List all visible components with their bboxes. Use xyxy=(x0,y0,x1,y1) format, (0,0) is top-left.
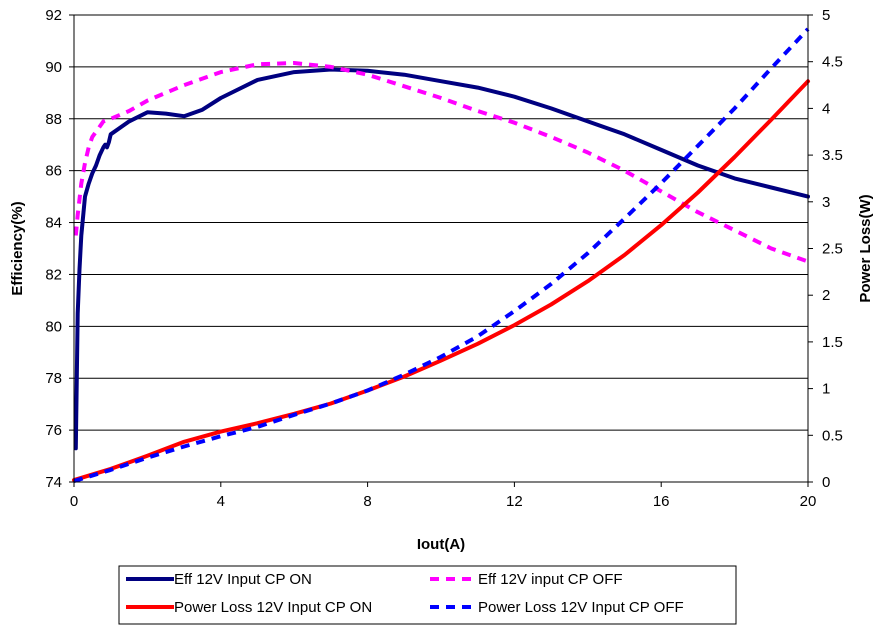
y-left-tick-label: 88 xyxy=(45,111,62,128)
y-left-tick-label: 86 xyxy=(45,163,62,180)
y-left-tick-label: 78 xyxy=(45,370,62,387)
y-right-tick-label: 3 xyxy=(822,194,830,211)
legend-label-1: Eff 12V input CP OFF xyxy=(478,571,623,588)
y-axis-right-title: Power Loss(W) xyxy=(857,194,874,302)
x-tick-label: 16 xyxy=(653,493,670,510)
legend-box xyxy=(118,565,737,625)
plot-area-frame xyxy=(73,14,809,483)
y-right-tick-label: 2.5 xyxy=(822,241,843,258)
y-right-tick-label: 5 xyxy=(822,7,830,24)
legend-label-2: Power Loss 12V Input CP ON xyxy=(174,599,372,616)
series-line-1 xyxy=(73,61,809,264)
x-tick-label: 20 xyxy=(800,493,817,510)
y-right-tick-label: 0 xyxy=(822,474,830,491)
x-tick-label: 8 xyxy=(363,493,371,510)
series-line-3 xyxy=(73,27,810,484)
series-line-0 xyxy=(73,67,810,451)
y-right-tick-label: 4.5 xyxy=(822,54,843,71)
series-lines xyxy=(72,27,810,484)
y-right-tick-label: 0.5 xyxy=(822,427,843,444)
legend-label-0: Eff 12V Input CP ON xyxy=(174,571,312,588)
legend: Eff 12V Input CP ON Eff 12V input CP OFF P… xyxy=(118,565,737,625)
legend-label-3: Power Loss 12V Input CP OFF xyxy=(478,599,684,616)
y-left-tick-label: 80 xyxy=(45,318,62,335)
axis-ticks: 0 4 8 12 16 20 74 76 78 80 82 84 86 88 90 92 0 0.5 1 1.5 2 2.… xyxy=(45,7,843,510)
y-right-tick-label: 1 xyxy=(822,381,830,398)
y-axis-left-title: Efficiency(%) xyxy=(9,201,26,295)
x-axis-title: Iout(A) xyxy=(417,536,465,553)
y-left-tick-label: 82 xyxy=(45,266,62,283)
x-tick-label: 12 xyxy=(506,493,523,510)
y-left-tick-label: 76 xyxy=(45,422,62,439)
y-right-tick-label: 4 xyxy=(822,100,830,117)
y-left-tick-label: 92 xyxy=(45,7,62,24)
y-right-tick-label: 1.5 xyxy=(822,334,843,351)
y-left-tick-label: 84 xyxy=(45,215,62,232)
x-tick-label: 0 xyxy=(70,493,78,510)
grid-lines xyxy=(74,14,808,483)
y-right-tick-label: 2 xyxy=(822,287,830,304)
y-left-tick-label: 90 xyxy=(45,59,62,76)
y-left-tick-label: 74 xyxy=(45,474,62,491)
series-line-2 xyxy=(72,79,810,483)
x-tick-label: 4 xyxy=(217,493,225,510)
y-right-tick-label: 3.5 xyxy=(822,147,843,164)
